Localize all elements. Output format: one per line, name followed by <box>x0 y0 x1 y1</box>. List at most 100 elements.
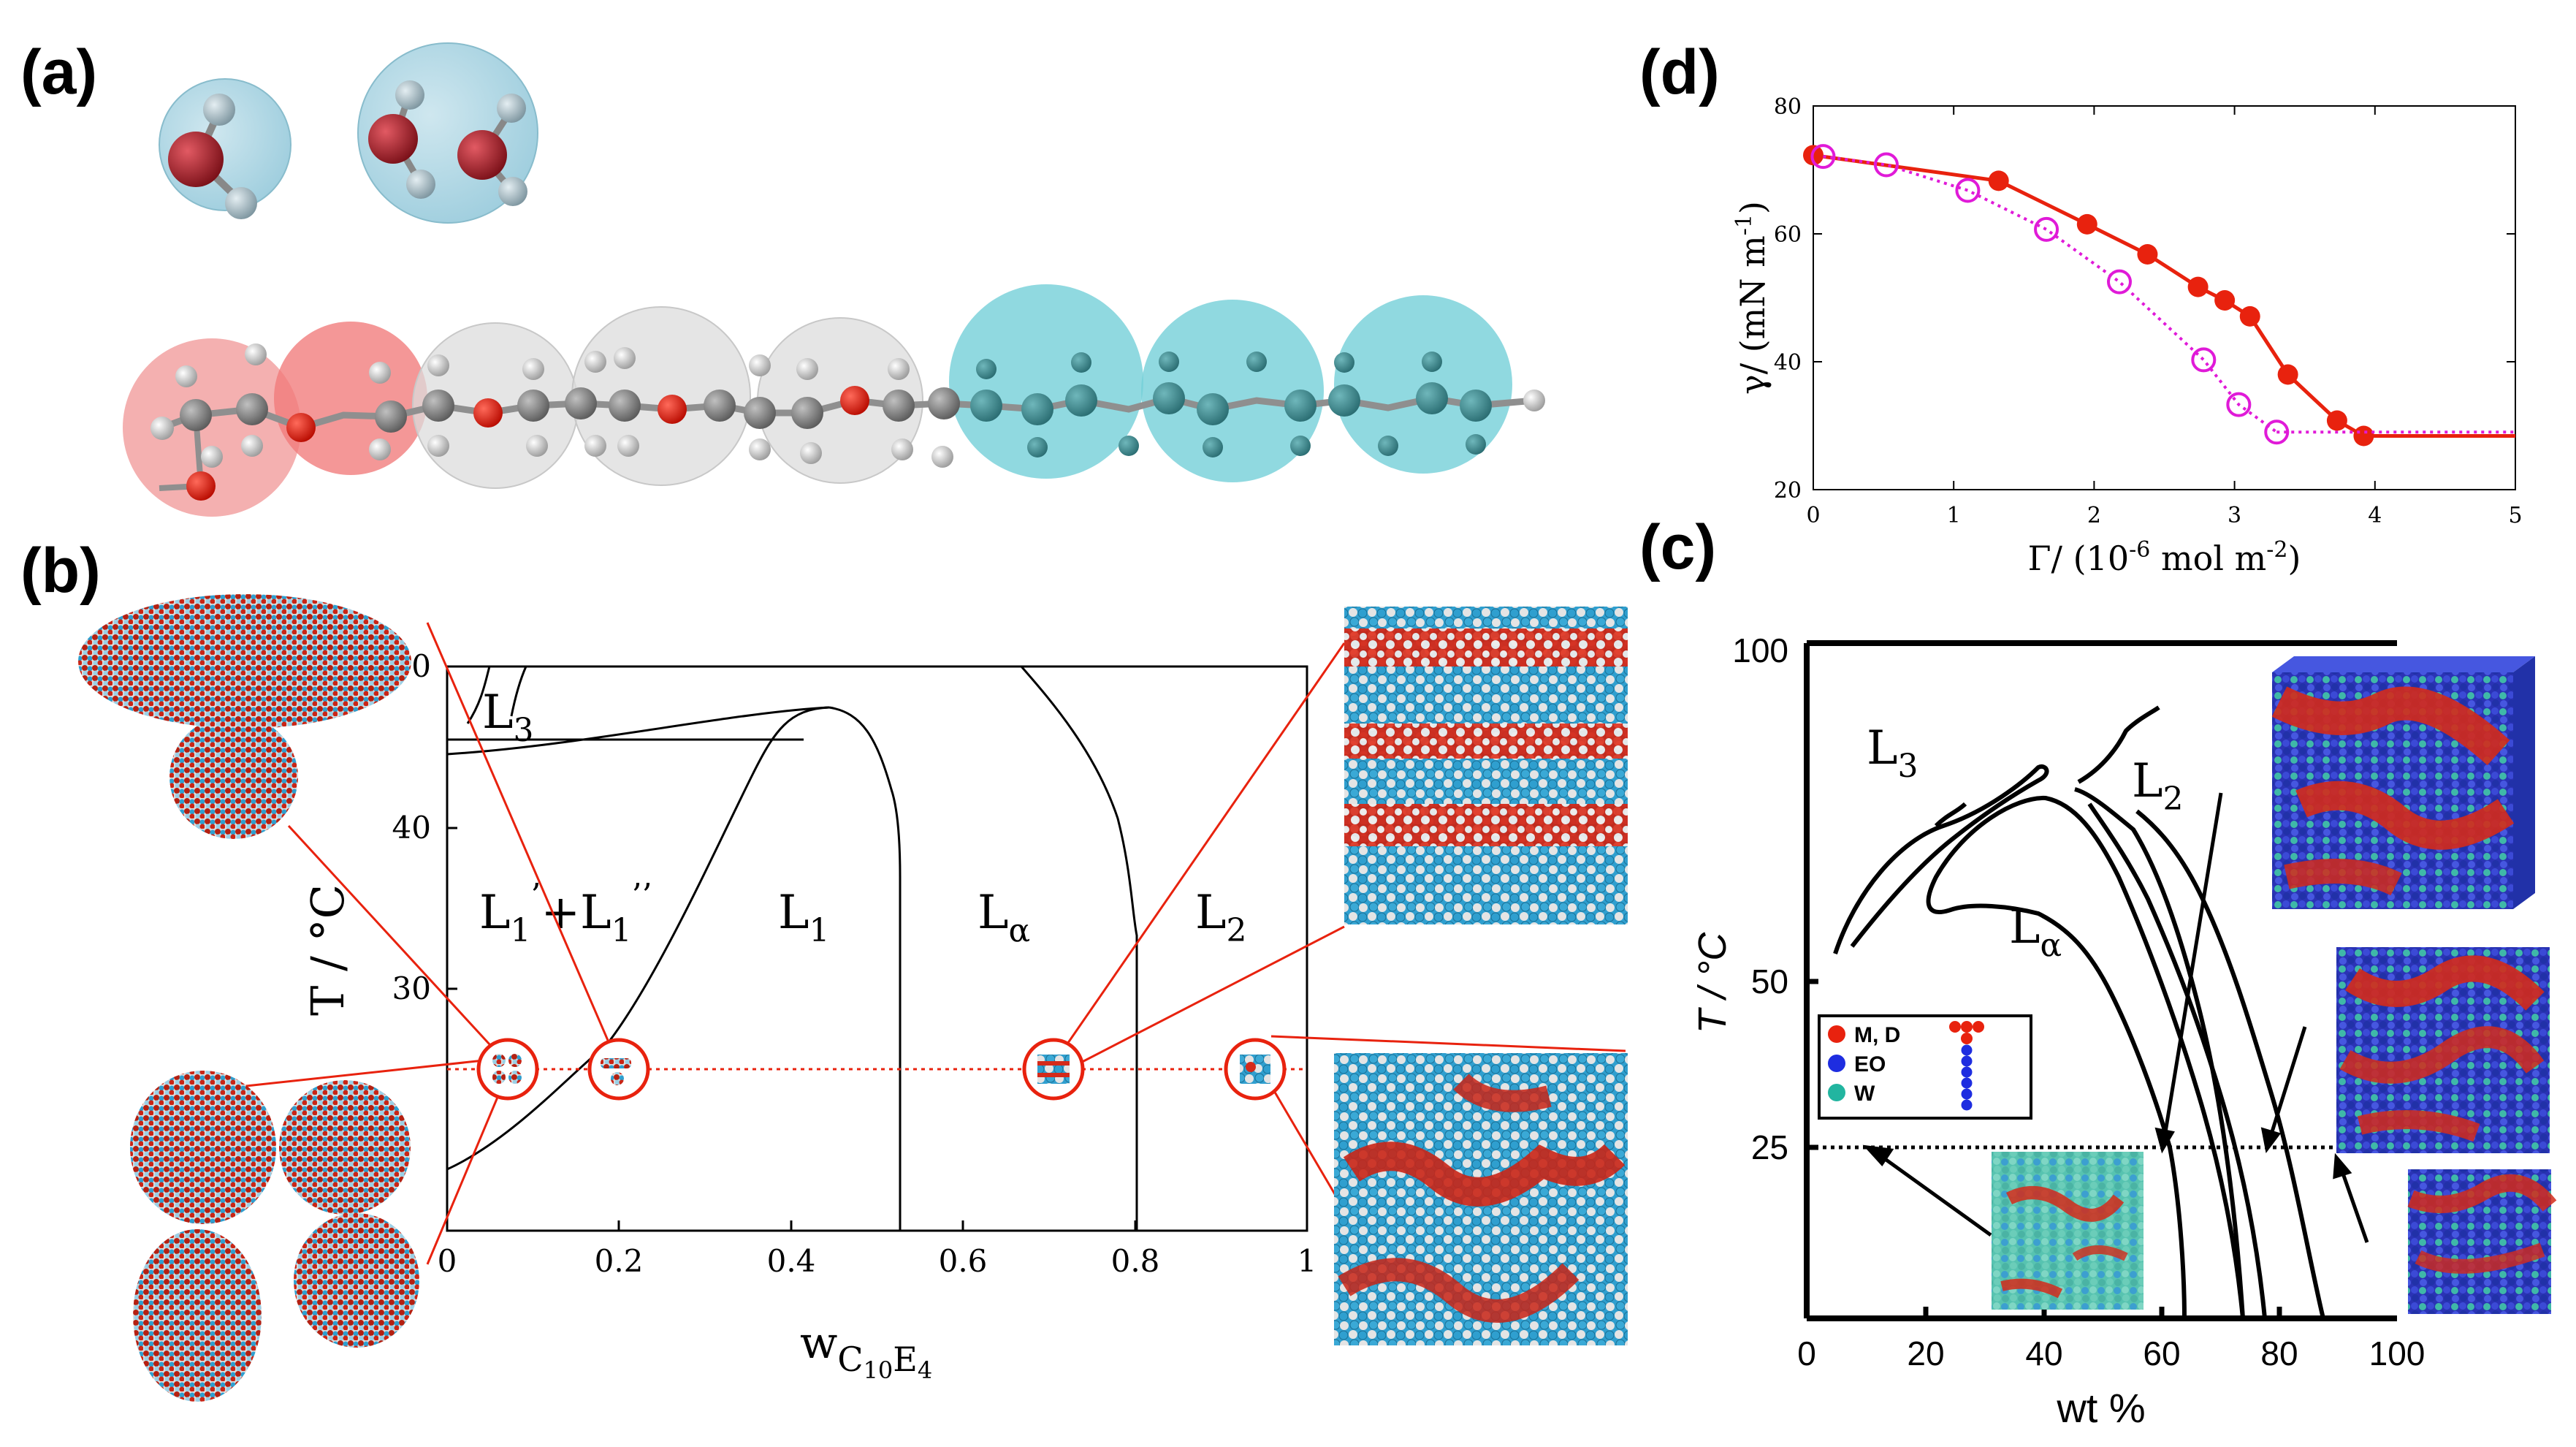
c-label-La: Lα <box>2009 900 2062 964</box>
chain-carbons <box>180 387 960 433</box>
phase-diagram-b-axes: 0 0.2 0.4 0.6 0.8 1 30 40 50 T / °C wC10… <box>301 648 1316 1384</box>
d-xtick-label: 5 <box>2508 503 2522 528</box>
c-snapshot-micellar <box>1992 1152 2144 1310</box>
c-xtick-60: 60 <box>2143 1334 2180 1372</box>
c-label-L2: L2 <box>2132 754 2184 818</box>
d-xlabel: Γ/ (10-6 mol m-2) <box>2028 537 2301 578</box>
b-label-L1: L1 <box>778 886 830 949</box>
d-point-filled <box>2137 244 2158 265</box>
d-series-line-filled <box>1813 153 2365 438</box>
c-arrows <box>1862 792 2369 1243</box>
d-point-open <box>2034 216 2059 242</box>
b-label-L2: L2 <box>1195 886 1247 949</box>
b-xtick-3: 0.6 <box>939 1243 988 1279</box>
d-point-filled <box>2187 276 2209 297</box>
b-xtick-5: 1 <box>1297 1243 1317 1279</box>
b-label-La: Lα <box>978 886 1030 949</box>
c-ticks: 0 20 40 60 80 100 <box>1797 1334 2425 1372</box>
panel-label-d: (d) <box>1639 37 1720 107</box>
d-point-open <box>1955 178 1981 203</box>
d-point-filled <box>2353 425 2374 447</box>
c-xtick-20: 20 <box>1907 1334 1944 1372</box>
phase-boundaries-b <box>446 666 1138 1231</box>
c-xlabel: wt % <box>2056 1385 2145 1431</box>
c-ytick-25: 25 <box>1751 1128 1788 1166</box>
surface-tension-chart: 0 1 2 3 4 5 20 40 60 80 Γ/ (10-6 mol m-2) γ/ (mN m-… <box>1731 94 2523 578</box>
d-point-open <box>1873 152 1899 178</box>
c-snapshot-mid <box>2336 947 2550 1153</box>
d-point-open <box>2264 419 2290 445</box>
water-bead-single <box>159 78 291 219</box>
d-point-filled <box>2214 290 2236 311</box>
d-ytick-label: 60 <box>1774 222 1802 248</box>
b-xtick-0: 0 <box>438 1243 457 1279</box>
panel-label-c: (c) <box>1639 512 1716 582</box>
marker-elongated <box>587 1038 650 1101</box>
b-label-L1L1: L1’+L1’’ <box>479 877 652 949</box>
d-point-filled <box>2277 364 2298 385</box>
c-yticks: 25 50 100 <box>1732 631 1788 1166</box>
c-xtick-40: 40 <box>2025 1334 2062 1372</box>
c-ylabel: T / °C <box>1691 932 1734 1034</box>
panel-b: (b) 0 0.2 0.4 0.6 0.8 1 30 40 50 <box>20 536 1628 1402</box>
c-axes <box>1804 640 2397 1321</box>
b-xtick-4: 0.8 <box>1111 1243 1160 1279</box>
d-plot-frame <box>1813 105 2516 490</box>
c-phase-boundaries <box>1807 705 2397 1319</box>
c-ytick-100: 100 <box>1732 631 1788 669</box>
d-xtick-label: 1 <box>1947 503 1961 528</box>
c-ytick-50: 50 <box>1751 962 1788 1000</box>
d-point-filled <box>1988 170 2009 191</box>
d-ytick-label: 40 <box>1774 350 1802 376</box>
c-legend: M, D EO W <box>1818 1014 2032 1120</box>
d-point-open <box>1810 144 1836 170</box>
d-xtick-label: 4 <box>2368 503 2382 528</box>
chain-tail-carbons <box>970 352 1492 457</box>
b-snapshot-L2 <box>1334 1053 1628 1345</box>
b-xlabel: wC10E4 <box>800 1318 932 1384</box>
c-label-L3: L3 <box>1867 721 1918 785</box>
d-xtick-label: 3 <box>2228 503 2241 528</box>
d-ytick-label: 20 <box>1774 478 1802 504</box>
b-sample-markers <box>476 1038 1287 1101</box>
c-xtick-100: 100 <box>2369 1334 2426 1372</box>
c-phase-labels: L3 L2 Lα <box>1867 721 2184 964</box>
c-snapshot-cube <box>2271 656 2535 909</box>
b-snapshot-micelles-spherical <box>130 1071 419 1402</box>
c-xtick-80: 80 <box>2260 1334 2298 1372</box>
d-point-filled <box>2239 305 2260 327</box>
d-point-open <box>2191 347 2217 373</box>
chain-oxygens <box>186 386 869 501</box>
c-legend-w: W <box>1854 1082 1875 1106</box>
c-legend-eo: EO <box>1854 1052 1886 1076</box>
b-connector-lines <box>218 622 1626 1265</box>
b-ylabel: T / °C <box>301 884 354 1016</box>
b-label-L3: L3 <box>482 685 534 749</box>
marker-micelles <box>476 1038 539 1101</box>
c-snapshot-small <box>2407 1169 2557 1314</box>
c-xtick-0: 0 <box>1797 1334 1816 1372</box>
d-point-open <box>2106 269 2132 295</box>
b-snapshot-micelle-elongated <box>78 594 411 839</box>
d-ylabel: γ/ (mN m-1) <box>1731 201 1772 395</box>
c-legend-molecule-icon <box>1949 1021 1984 1111</box>
phase-labels-b: L3 L1’+L1’’ L1 Lα L2 <box>479 685 1247 949</box>
b-ytick-40: 40 <box>392 810 431 846</box>
b-xtick-1: 0.2 <box>595 1243 644 1279</box>
chain-hydrogens <box>150 343 1545 468</box>
surfactant-molecule <box>123 284 1545 517</box>
panel-a: (a) <box>20 37 1545 517</box>
d-xtick-label: 2 <box>2087 503 2101 528</box>
b-ytick-30: 30 <box>392 971 431 1006</box>
d-point-open <box>2226 392 2252 417</box>
water-bead-double <box>357 42 538 224</box>
b-xtick-2: 0.4 <box>767 1243 816 1279</box>
panel-d: (d) 0 1 2 3 4 5 20 40 60 80 Γ/ (10-6 mol m-2) γ/ (m… <box>1639 37 2523 578</box>
d-xtick-label: 0 <box>1806 503 1820 528</box>
panel-c: (c) 0 20 40 60 80 100 25 50 100 T / °C <box>1639 512 2557 1431</box>
panel-label-b: (b) <box>20 536 101 606</box>
d-point-filled <box>2076 213 2097 235</box>
panel-label-a: (a) <box>20 37 97 107</box>
d-ytick-label: 80 <box>1774 94 1802 120</box>
